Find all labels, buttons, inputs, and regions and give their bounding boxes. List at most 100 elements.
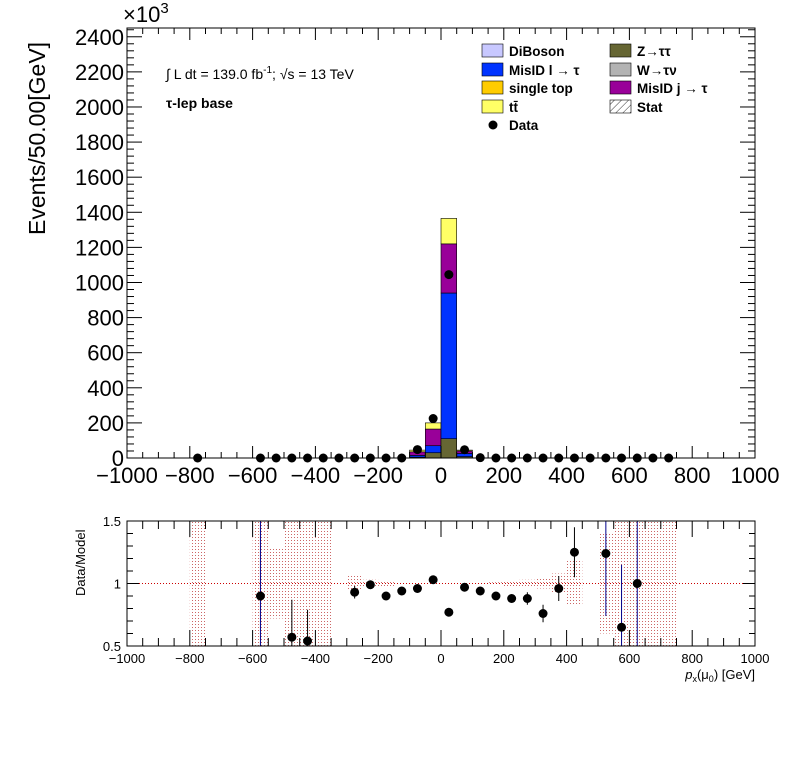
legend-label-ttbar: tt̄ <box>509 100 519 115</box>
ratio-y-tick-label: 0.5 <box>103 639 121 654</box>
x-tick-label: −200 <box>353 463 403 488</box>
ratio-y-tick-label: 1.5 <box>103 514 121 529</box>
ratio-point <box>303 636 313 646</box>
y-tick-label: 1400 <box>75 200 124 225</box>
data-point <box>444 270 454 280</box>
stat-band-bin <box>189 521 206 646</box>
legend-label-stat: Stat <box>637 100 663 115</box>
y-tick-label: 600 <box>87 341 124 366</box>
ratio-x-tick-label: −200 <box>364 651 393 666</box>
x-tick-label: −600 <box>228 463 278 488</box>
x-tick-label: −400 <box>291 463 341 488</box>
ratio-point <box>428 575 438 585</box>
y-tick-label: 200 <box>87 411 124 436</box>
stat-band-bin <box>535 578 551 589</box>
ratio-x-tick-label: −600 <box>238 651 267 666</box>
ratio-x-tick-label: 1000 <box>741 651 770 666</box>
ratio-point <box>350 587 360 597</box>
legend-swatch-ttbar <box>481 99 504 114</box>
ratio-point <box>507 594 517 603</box>
ratio-x-axis-label: px(μ0) [GeV] <box>684 667 755 684</box>
ratio-y-axis-label: Data/Model <box>73 529 88 596</box>
stat-band-bin <box>284 521 300 646</box>
bar-ttbar-1 <box>424 422 442 430</box>
x-tick-label: 600 <box>611 463 648 488</box>
legend-label-data: Data <box>509 118 539 133</box>
x-tick-label: 0 <box>435 463 447 488</box>
legend-label-wtn: W→τν <box>637 63 677 78</box>
legend: DiBoson Z→ττ MisID l → τ W→τν single top MisI… <box>481 43 708 133</box>
bar-ttbar-2 <box>440 218 457 245</box>
stat-band-bin <box>660 521 677 646</box>
data-point <box>412 445 422 455</box>
ratio-point <box>617 622 627 632</box>
data-point <box>460 445 470 455</box>
x-tick-label: 800 <box>674 463 711 488</box>
ratio-point <box>538 609 548 618</box>
legend-swatch-single_top <box>481 80 504 95</box>
ratio-x-tick-label: 200 <box>493 651 515 666</box>
y-tick-label: 1200 <box>75 235 124 260</box>
region-label: τ-lep base <box>166 95 233 111</box>
stat-band-bin <box>346 576 363 591</box>
legend-swatch-misid_l <box>481 62 504 77</box>
y-tick-label: 2400 <box>75 25 124 50</box>
ratio-point <box>412 584 422 593</box>
ratio-point <box>255 591 265 601</box>
y-tick-label: 800 <box>87 306 124 331</box>
main-axes: −1000 −800 −600 −400 −200 0 200 400 600 800 1000 0 2… <box>75 25 779 488</box>
ratio-x-tick-label: 800 <box>681 651 703 666</box>
y-tick-label: 2200 <box>75 60 124 85</box>
y-tick-label: 1000 <box>75 270 124 295</box>
ratio-axes: −1000 −800 −600 −400 −200 0 200 400 600 800 1000 0.… <box>73 514 769 684</box>
ratio-point <box>554 584 564 593</box>
axis-scale-factor: ×103 <box>123 0 169 27</box>
ratio-point <box>522 594 532 603</box>
ratio-point <box>475 586 485 596</box>
legend-swatch-stat <box>609 99 632 114</box>
legend-swatch-wtn <box>609 62 632 77</box>
ratio-point <box>601 549 611 558</box>
stat-band-bin <box>378 581 394 586</box>
ratio-points <box>255 521 642 646</box>
legend-marker-data <box>488 120 498 130</box>
x-tick-label: −800 <box>165 463 215 488</box>
bar-misid_j-1 <box>424 428 442 447</box>
y-tick-label: 1800 <box>75 130 124 155</box>
y-tick-label: 1600 <box>75 165 124 190</box>
stat-band-bin <box>488 582 504 585</box>
x-tick-label: 200 <box>485 463 522 488</box>
ratio-x-tick-label: −1000 <box>109 651 146 666</box>
ratio-x-tick-label: 600 <box>619 651 641 666</box>
y-tick-label: 400 <box>87 376 124 401</box>
x-tick-label: 400 <box>548 463 585 488</box>
bar-ztt-2 <box>440 438 457 459</box>
ratio-point <box>444 607 454 617</box>
ratio-x-tick-label: −400 <box>301 651 330 666</box>
legend-label-diboson: DiBoson <box>509 44 565 59</box>
ratio-point <box>460 582 470 592</box>
data-point <box>428 414 438 424</box>
ratio-point <box>632 579 642 588</box>
ratio-point <box>287 632 297 642</box>
ratio-point <box>569 547 579 557</box>
ratio-y-tick-label: 1 <box>114 577 121 592</box>
stacked-histogram <box>409 218 473 459</box>
legend-swatch-misid_j <box>609 80 632 95</box>
x-tick-label: −1000 <box>96 463 158 488</box>
bar-misid_l-2 <box>440 292 457 439</box>
ratio-point <box>365 580 375 590</box>
legend-label-misid_l: MisID l → τ <box>509 63 580 78</box>
y-tick-label: 2000 <box>75 95 124 120</box>
legend-label-misid_j: MisID j → τ <box>637 81 708 96</box>
stat-band-bin <box>315 521 332 646</box>
legend-label-ztt: Z→ττ <box>637 44 671 59</box>
ratio-x-tick-label: −800 <box>175 651 204 666</box>
ratio-point <box>381 591 391 601</box>
y-axis-label: Events/50.00[GeV] <box>24 42 50 235</box>
y-tick-label: 0 <box>112 446 124 471</box>
legend-swatch-diboson <box>481 43 504 58</box>
ratio-point <box>397 586 407 596</box>
